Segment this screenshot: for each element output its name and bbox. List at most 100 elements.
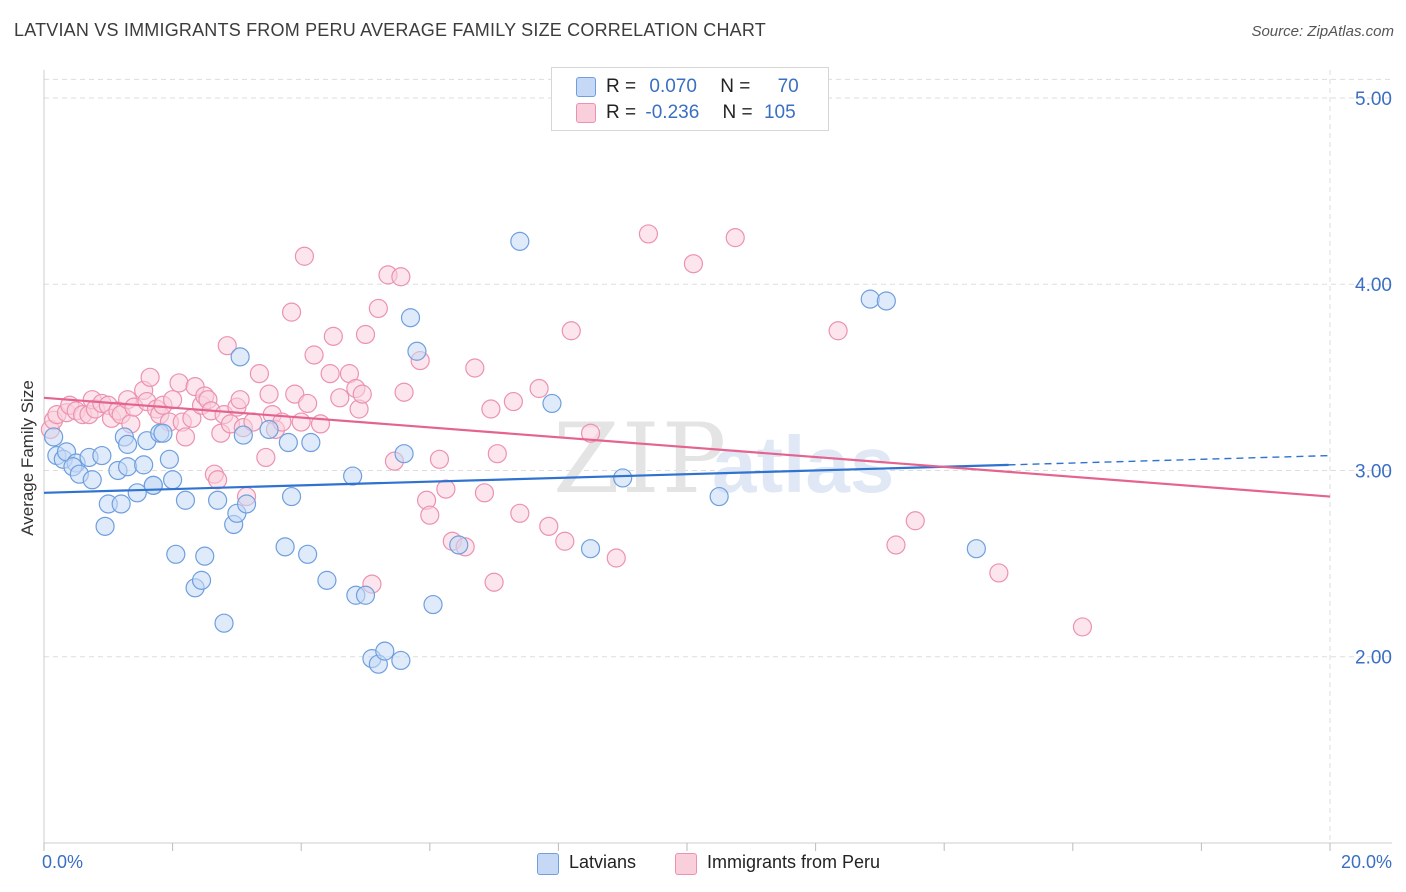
peru-point (175, 427, 196, 447)
watermark-atlas: atlas (712, 420, 894, 509)
peru-point (320, 364, 340, 384)
peru-point (169, 373, 189, 393)
latvian-point (391, 650, 411, 671)
axes (43, 70, 1392, 851)
latvian-point (510, 231, 530, 251)
legend-r-label: R = (606, 102, 637, 123)
peru-point (420, 505, 440, 525)
legend-n-label: N = (722, 102, 753, 123)
peru-point (163, 390, 183, 410)
latvian-point (236, 494, 257, 514)
latvian-point (423, 594, 443, 615)
peru-point (208, 470, 228, 490)
peru-point (561, 321, 581, 341)
latvian-point (233, 425, 253, 445)
y-tick-label: 3.00 (1355, 461, 1392, 482)
peru-point (281, 302, 302, 322)
bottom-legend-swatch-peru (675, 853, 697, 875)
latvian-point (275, 537, 295, 557)
latvian-point (613, 468, 633, 488)
y-tick-labels: 2.00 3.00 4.00 5.00 (1355, 89, 1392, 669)
peru-point (580, 423, 601, 443)
peru-point (474, 483, 495, 503)
legend-r-value: -0.236 (645, 102, 700, 123)
trend-lines (43, 396, 1331, 498)
peru-trend-line (43, 396, 1331, 498)
latvian-point (709, 486, 729, 507)
peru-point (217, 336, 237, 356)
latvian-point (175, 490, 196, 510)
peru-point (355, 324, 376, 345)
peru-point (323, 326, 343, 346)
peru-point (230, 390, 250, 410)
legend-n-value: 70 (777, 76, 799, 97)
y-tick-label: 4.00 (1355, 275, 1392, 296)
bottom-legend-label-latvians: Latvians (569, 852, 637, 872)
latvian-point (44, 427, 64, 447)
latvian-point (117, 434, 138, 454)
peru-point (465, 358, 485, 378)
latvian-point (317, 570, 337, 590)
peru-point (487, 444, 507, 464)
latvian-point (542, 393, 562, 414)
peru-point (828, 321, 848, 341)
peru-point (298, 393, 318, 414)
peru-point (905, 511, 925, 531)
peru-point (436, 479, 456, 499)
legend-n-value: 105 (763, 102, 796, 123)
peru-point (725, 228, 745, 248)
latvian-point (153, 423, 173, 443)
latvian-point (580, 539, 601, 559)
peru-point (638, 224, 659, 244)
peru-point (256, 447, 276, 468)
peru-point (529, 378, 549, 399)
peru-point (259, 384, 279, 404)
peru-point (555, 531, 575, 551)
peru-point (140, 367, 160, 387)
y-tick-label: 5.00 (1355, 89, 1392, 110)
y-axis-label: Average Family Size (18, 380, 37, 536)
latvian-point (127, 483, 147, 503)
legend-swatch-peru (576, 103, 596, 123)
legend-n-label: N = (720, 76, 751, 97)
latvians-trend-extension (1008, 454, 1331, 466)
latvian-point (92, 445, 112, 466)
bottom-legend-swatch-latvians (537, 853, 559, 875)
latvian-point (259, 419, 279, 440)
chart-title: LATVIAN VS IMMIGRANTS FROM PERU AVERAGE … (14, 20, 766, 40)
latvian-point (230, 347, 250, 367)
peru-point (1072, 617, 1093, 637)
y-tick-label: 2.00 (1355, 648, 1392, 669)
peru-point (503, 391, 523, 412)
latvian-point (966, 539, 986, 559)
peru-point (683, 254, 704, 274)
source-label: Source: ZipAtlas.com (1251, 23, 1394, 40)
latvian-point (195, 546, 215, 566)
stats-legend: R = 0.070 N = 70 R = -0.236 N = 105 (551, 67, 829, 131)
latvian-point (166, 544, 186, 564)
peru-point (391, 267, 411, 287)
latvian-point (163, 470, 183, 490)
latvian-point (394, 444, 414, 464)
peru-point (291, 412, 311, 432)
x-axis-min-label: 0.0% (42, 852, 84, 872)
latvian-point (400, 308, 421, 328)
latvian-point (298, 544, 318, 564)
latvian-point (159, 449, 179, 469)
peru-point (510, 503, 530, 523)
latvian-point (860, 289, 880, 309)
latvian-point (355, 585, 376, 605)
latvians-trend-line (43, 463, 1009, 494)
peru-point (294, 246, 315, 266)
latvian-point (876, 291, 896, 311)
peru-point (330, 388, 350, 408)
latvian-point (449, 535, 469, 555)
latvian-point (208, 490, 228, 510)
legend-r-value: 0.070 (649, 76, 697, 97)
x-axis-max-label: 20.0% (1340, 852, 1392, 872)
peru-point (249, 364, 270, 384)
peru-point (606, 548, 626, 568)
peru-point (352, 384, 372, 404)
